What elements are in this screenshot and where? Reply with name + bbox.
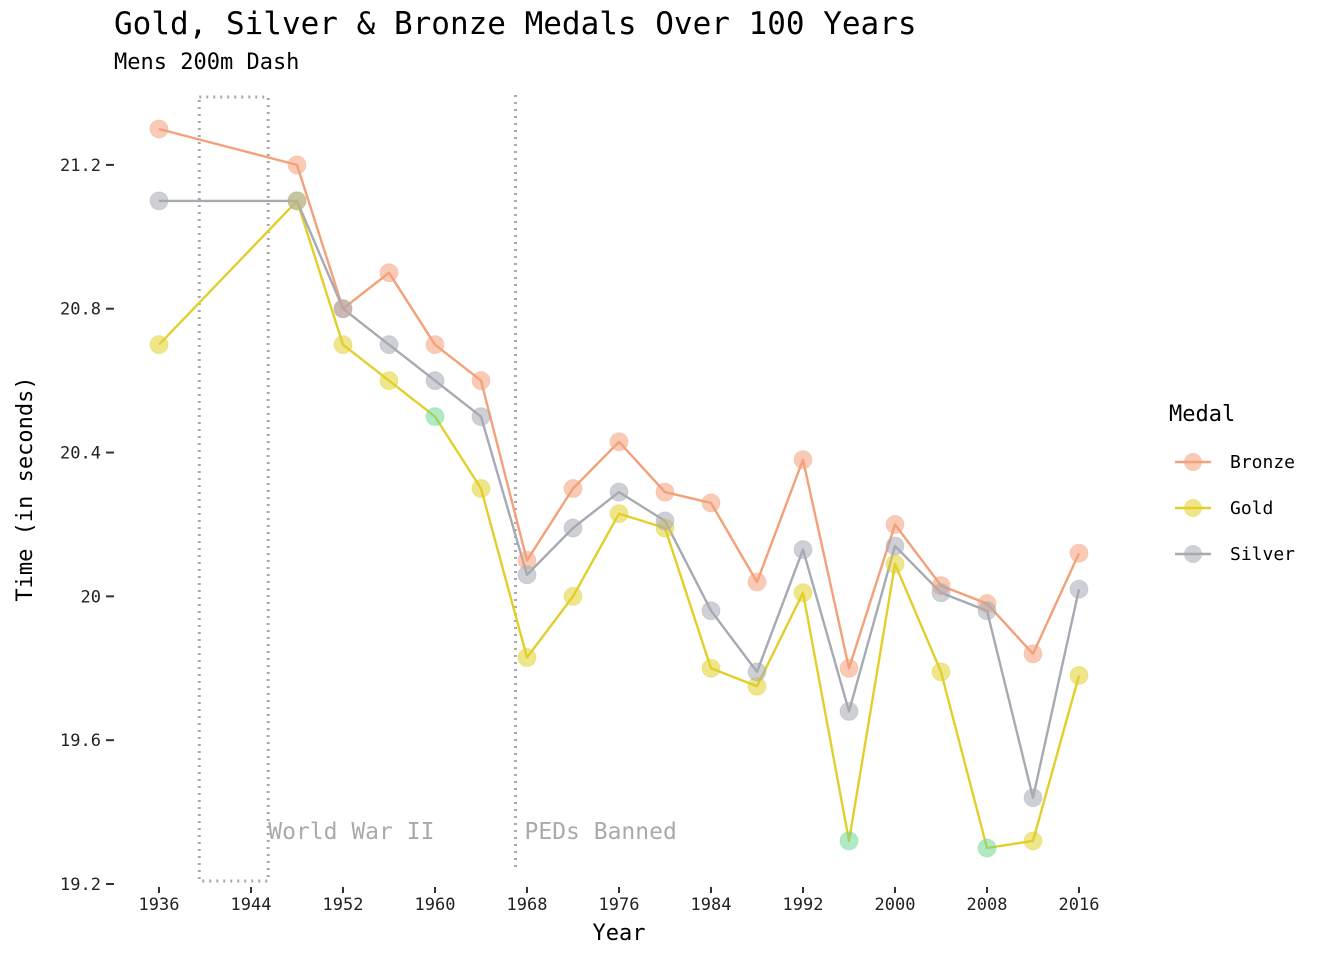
point-bronze xyxy=(287,155,307,175)
point-gold xyxy=(563,586,583,606)
legend-label-bronze: Bronze xyxy=(1230,452,1295,473)
x-tick-label: 1976 xyxy=(599,895,640,915)
point-silver xyxy=(379,335,399,355)
x-tick-label: 1944 xyxy=(231,895,272,915)
point-silver xyxy=(655,511,675,531)
point-gold xyxy=(1069,665,1089,685)
point-bronze xyxy=(609,432,629,452)
legend-key-point xyxy=(1184,545,1202,563)
x-tick-label: 2016 xyxy=(1059,895,1100,915)
annotation-text-layer: World War II PEDs Banned xyxy=(268,819,677,845)
point-silver xyxy=(609,482,629,502)
point-silver xyxy=(747,662,767,682)
point-silver xyxy=(517,565,537,585)
point-gold xyxy=(609,504,629,524)
legend-title: Medal xyxy=(1169,402,1235,427)
y-tick-label: 20.4 xyxy=(60,444,101,464)
point-silver xyxy=(931,583,951,603)
y-tick-label: 19.6 xyxy=(60,731,101,751)
x-tick-label: 1968 xyxy=(507,895,548,915)
point-gold xyxy=(931,662,951,682)
point-gold xyxy=(149,335,169,355)
point-silver xyxy=(149,191,169,211)
point-gold xyxy=(425,407,445,427)
x-tick-label: 1952 xyxy=(323,895,364,915)
point-gold xyxy=(1023,831,1043,851)
point-gold xyxy=(793,583,813,603)
legend-label-gold: Gold xyxy=(1230,498,1273,519)
y-tick-label: 21.2 xyxy=(60,156,101,176)
point-bronze xyxy=(379,263,399,283)
x-tick-label: 1960 xyxy=(415,895,456,915)
annotations-layer xyxy=(197,95,517,883)
x-tick-label: 2008 xyxy=(967,895,1008,915)
point-silver xyxy=(333,299,353,319)
point-bronze xyxy=(149,119,169,139)
point-bronze xyxy=(701,493,721,513)
x-tick-label: 1992 xyxy=(783,895,824,915)
point-gold xyxy=(701,658,721,678)
point-silver xyxy=(563,518,583,538)
point-bronze xyxy=(1023,644,1043,664)
x-axis-title: Year xyxy=(593,921,646,946)
x-tick-label: 1984 xyxy=(691,895,732,915)
point-gold xyxy=(379,371,399,391)
point-silver xyxy=(839,701,859,721)
x-tick-label: 1936 xyxy=(139,895,180,915)
point-silver xyxy=(287,191,307,211)
point-gold xyxy=(517,647,537,667)
point-bronze xyxy=(655,482,675,502)
point-silver xyxy=(793,540,813,560)
legend: Medal Bronze Gold Silver xyxy=(1169,402,1295,565)
point-silver xyxy=(1023,788,1043,808)
point-gold xyxy=(471,479,491,498)
legend-key-point xyxy=(1184,453,1202,471)
annotation-peds: PEDs Banned xyxy=(525,819,677,845)
point-bronze xyxy=(563,479,583,498)
point-bronze xyxy=(471,371,491,391)
y-tick-label: 19.2 xyxy=(60,875,101,895)
point-bronze xyxy=(425,335,445,355)
x-tick-label: 2000 xyxy=(875,895,916,915)
legend-label-silver: Silver xyxy=(1230,544,1295,565)
series-line-gold xyxy=(158,199,1081,850)
point-gold xyxy=(333,335,353,355)
point-silver xyxy=(1069,579,1089,599)
point-gold xyxy=(839,831,859,851)
point-silver xyxy=(977,601,997,621)
axes-layer: 19.2 19.6 20 20.4 20.8 21.2 1936 1944 1952 1960 19… xyxy=(13,156,1099,946)
y-axis-title: Time (in seconds) xyxy=(13,376,38,601)
points-layer xyxy=(149,119,1089,858)
wwii-box xyxy=(197,95,270,883)
point-silver xyxy=(885,536,905,556)
y-tick-label: 20 xyxy=(81,587,101,607)
point-bronze xyxy=(885,514,905,534)
point-silver xyxy=(425,371,445,391)
point-bronze xyxy=(747,572,767,592)
chart-subtitle: Mens 200m Dash xyxy=(114,50,300,75)
point-bronze xyxy=(793,450,813,470)
chart-title: Gold, Silver & Bronze Medals Over 100 Ye… xyxy=(114,6,917,42)
point-gold xyxy=(885,554,905,574)
point-silver xyxy=(701,601,721,621)
point-gold xyxy=(977,838,997,858)
point-bronze xyxy=(839,658,859,678)
annotation-wwii: World War II xyxy=(268,819,434,845)
legend-key-point xyxy=(1184,499,1202,517)
y-tick-label: 20.8 xyxy=(60,300,101,320)
point-bronze xyxy=(1069,543,1089,563)
point-silver xyxy=(471,407,491,427)
